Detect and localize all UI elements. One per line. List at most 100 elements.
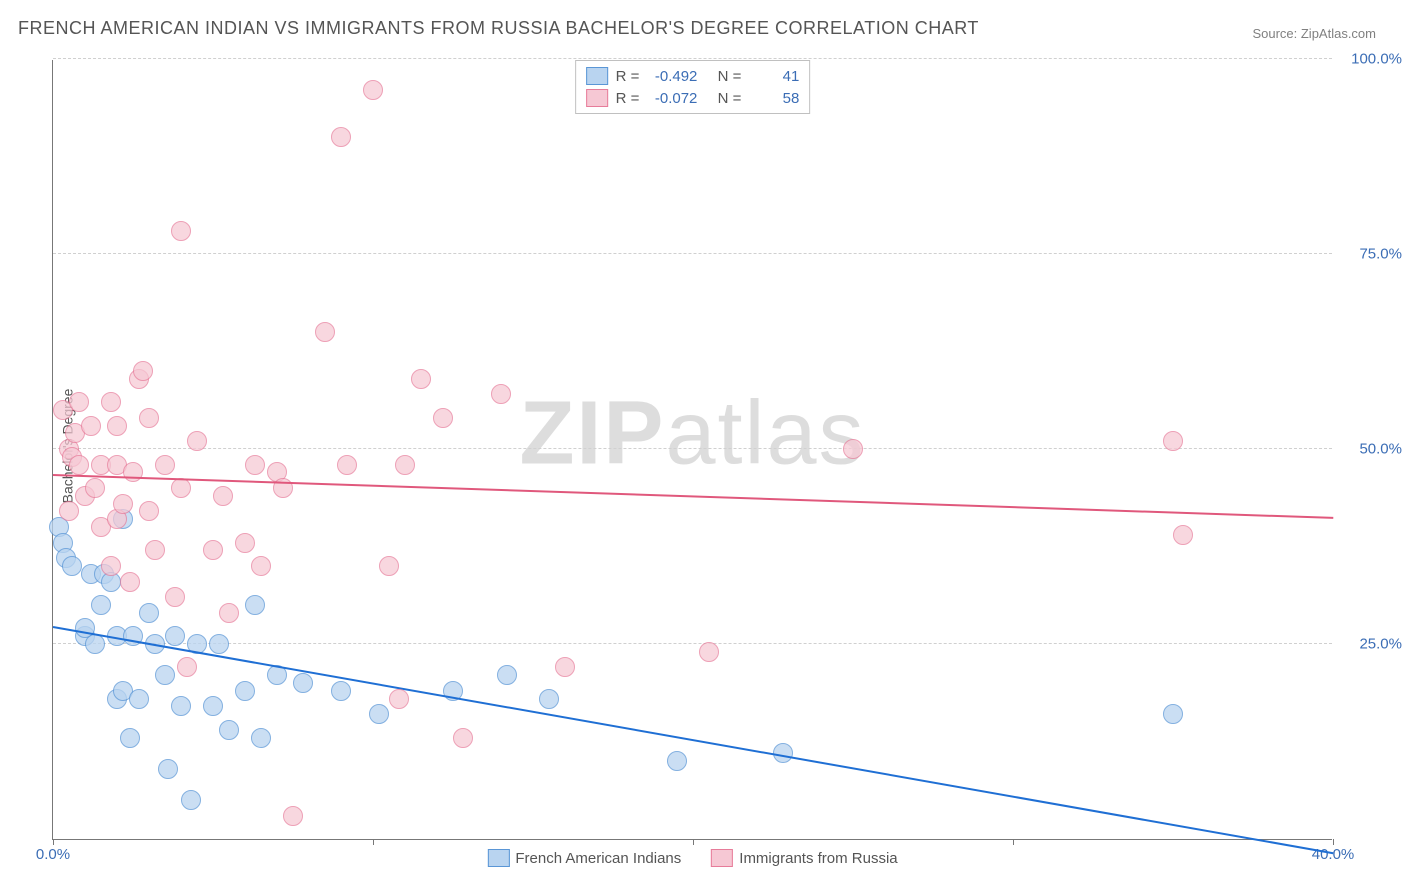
data-point: [101, 556, 121, 576]
data-point: [337, 455, 357, 475]
ytick-label: 25.0%: [1342, 636, 1402, 653]
r-value-series1: -0.492: [647, 68, 697, 85]
data-point: [187, 431, 207, 451]
data-point: [85, 634, 105, 654]
data-point: [203, 540, 223, 560]
data-point: [251, 728, 271, 748]
xtick: [1013, 839, 1014, 845]
data-point: [133, 361, 153, 381]
data-point: [245, 455, 265, 475]
data-point: [129, 689, 149, 709]
chart-title: FRENCH AMERICAN INDIAN VS IMMIGRANTS FRO…: [18, 18, 979, 39]
gridline: [53, 448, 1332, 449]
data-point: [411, 369, 431, 389]
correlation-legend: R = -0.492 N = 41 R = -0.072 N = 58: [575, 60, 811, 114]
data-point: [331, 127, 351, 147]
data-point: [315, 322, 335, 342]
data-point: [181, 790, 201, 810]
data-point: [165, 587, 185, 607]
r-label: R =: [616, 90, 640, 107]
source-attribution: Source: ZipAtlas.com: [1252, 26, 1376, 41]
swatch-series1: [586, 67, 608, 85]
n-label: N =: [718, 90, 742, 107]
legend-row-series1: R = -0.492 N = 41: [586, 65, 800, 87]
data-point: [171, 221, 191, 241]
n-label: N =: [718, 68, 742, 85]
ytick-label: 100.0%: [1342, 51, 1402, 68]
ytick-label: 50.0%: [1342, 441, 1402, 458]
data-point: [369, 704, 389, 724]
data-point: [81, 416, 101, 436]
data-point: [69, 392, 89, 412]
series-legend: French American Indians Immigrants from …: [487, 849, 897, 867]
data-point: [120, 572, 140, 592]
data-point: [219, 720, 239, 740]
r-value-series2: -0.072: [647, 90, 697, 107]
data-point: [113, 494, 133, 514]
xtick: [53, 839, 54, 845]
legend-label-series1: French American Indians: [515, 850, 681, 867]
gridline: [53, 253, 1332, 254]
data-point: [171, 478, 191, 498]
watermark-zip: ZIP: [519, 383, 665, 483]
legend-item-series1: French American Indians: [487, 849, 681, 867]
data-point: [101, 392, 121, 412]
r-label: R =: [616, 68, 640, 85]
data-point: [331, 681, 351, 701]
n-value-series2: 58: [749, 90, 799, 107]
data-point: [555, 657, 575, 677]
source-link[interactable]: ZipAtlas.com: [1301, 26, 1376, 41]
data-point: [213, 486, 233, 506]
data-point: [491, 384, 511, 404]
swatch-series2: [586, 89, 608, 107]
data-point: [165, 626, 185, 646]
source-label: Source:: [1252, 26, 1300, 41]
data-point: [453, 728, 473, 748]
data-point: [497, 665, 517, 685]
watermark-atlas: atlas: [665, 383, 865, 483]
gridline: [53, 643, 1332, 644]
data-point: [155, 455, 175, 475]
n-value-series1: 41: [749, 68, 799, 85]
data-point: [843, 439, 863, 459]
trend-line: [53, 626, 1333, 854]
data-point: [107, 416, 127, 436]
data-point: [203, 696, 223, 716]
data-point: [245, 595, 265, 615]
data-point: [699, 642, 719, 662]
data-point: [139, 501, 159, 521]
data-point: [1163, 431, 1183, 451]
data-point: [85, 478, 105, 498]
trend-line: [53, 474, 1333, 519]
xtick: [1333, 839, 1334, 845]
data-point: [433, 408, 453, 428]
xtick-label: 0.0%: [36, 846, 70, 863]
data-point: [379, 556, 399, 576]
swatch-series1-b: [487, 849, 509, 867]
chart-plot-area: ZIPatlas R = -0.492 N = 41 R = -0.072 N …: [52, 60, 1332, 840]
gridline: [53, 58, 1332, 59]
data-point: [395, 455, 415, 475]
data-point: [283, 806, 303, 826]
data-point: [539, 689, 559, 709]
watermark: ZIPatlas: [519, 382, 865, 485]
legend-item-series2: Immigrants from Russia: [711, 849, 897, 867]
data-point: [251, 556, 271, 576]
data-point: [120, 728, 140, 748]
data-point: [139, 408, 159, 428]
data-point: [145, 540, 165, 560]
legend-label-series2: Immigrants from Russia: [739, 850, 897, 867]
data-point: [667, 751, 687, 771]
data-point: [209, 634, 229, 654]
xtick: [373, 839, 374, 845]
ytick-label: 75.0%: [1342, 246, 1402, 263]
data-point: [177, 657, 197, 677]
data-point: [235, 533, 255, 553]
data-point: [1163, 704, 1183, 724]
data-point: [389, 689, 409, 709]
legend-row-series2: R = -0.072 N = 58: [586, 87, 800, 109]
data-point: [155, 665, 175, 685]
data-point: [139, 603, 159, 623]
data-point: [91, 595, 111, 615]
data-point: [123, 462, 143, 482]
